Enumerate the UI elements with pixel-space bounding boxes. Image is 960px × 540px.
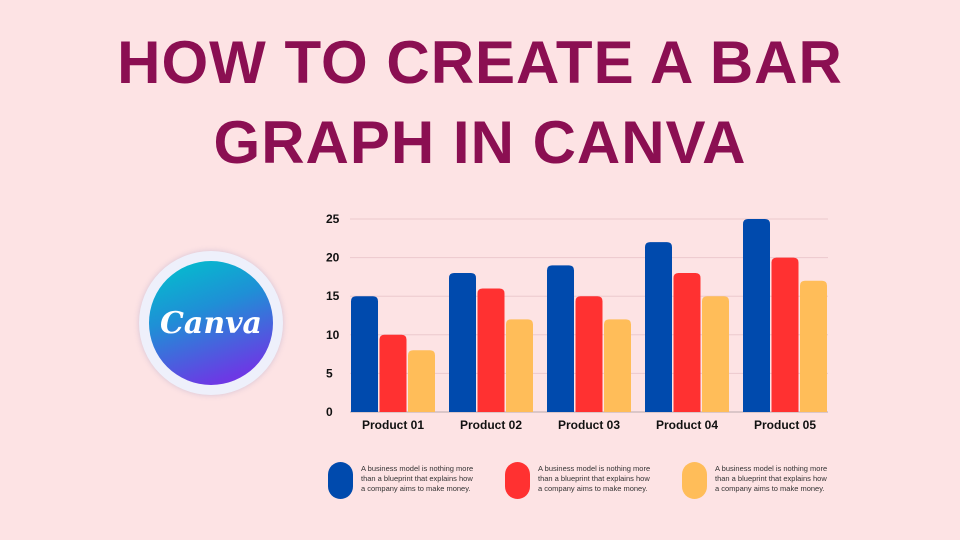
bar <box>702 296 729 412</box>
y-tick-label: 15 <box>326 289 340 303</box>
bar <box>547 265 574 412</box>
canva-logo-text: Canva <box>160 305 262 341</box>
title-line-1: HOW TO CREATE A BAR <box>117 29 843 96</box>
legend-text: A business model is nothing more than a … <box>715 464 828 493</box>
legend-item-3: A business model is nothing more than a … <box>682 462 830 499</box>
y-tick-label: 20 <box>326 251 340 265</box>
y-tick-label: 10 <box>326 328 340 342</box>
bar <box>771 257 799 412</box>
legend-swatch-yellow <box>682 462 707 499</box>
x-tick-label: Product 02 <box>460 418 522 432</box>
x-tick-label: Product 04 <box>656 418 718 432</box>
legend-item-2: A business model is nothing more than a … <box>505 462 653 499</box>
bar <box>351 296 378 412</box>
bar <box>506 319 533 412</box>
bar <box>604 319 631 412</box>
canva-logo: Canva <box>139 251 283 395</box>
bar <box>645 242 672 412</box>
bar <box>379 334 407 412</box>
legend-item-1: A business model is nothing more than a … <box>328 462 476 499</box>
bar <box>743 219 770 412</box>
legend-swatch-red <box>505 462 530 499</box>
y-tick-label: 5 <box>326 366 333 380</box>
x-tick-label: Product 03 <box>558 418 620 432</box>
bar <box>408 350 435 412</box>
bar <box>477 288 505 412</box>
legend-text: A business model is nothing more than a … <box>361 464 474 493</box>
legend-swatch-blue <box>328 462 353 499</box>
bar <box>449 273 476 412</box>
bar <box>673 273 701 412</box>
bar <box>575 296 603 412</box>
bar <box>800 280 827 412</box>
title-line-2: GRAPH IN CANVA <box>213 109 747 176</box>
legend-text: A business model is nothing more than a … <box>538 464 651 493</box>
y-tick-label: 25 <box>326 212 340 226</box>
y-tick-label: 0 <box>326 405 333 419</box>
canva-logo-circle: Canva <box>149 261 273 385</box>
x-tick-label: Product 01 <box>362 418 424 432</box>
x-tick-label: Product 05 <box>754 418 816 432</box>
